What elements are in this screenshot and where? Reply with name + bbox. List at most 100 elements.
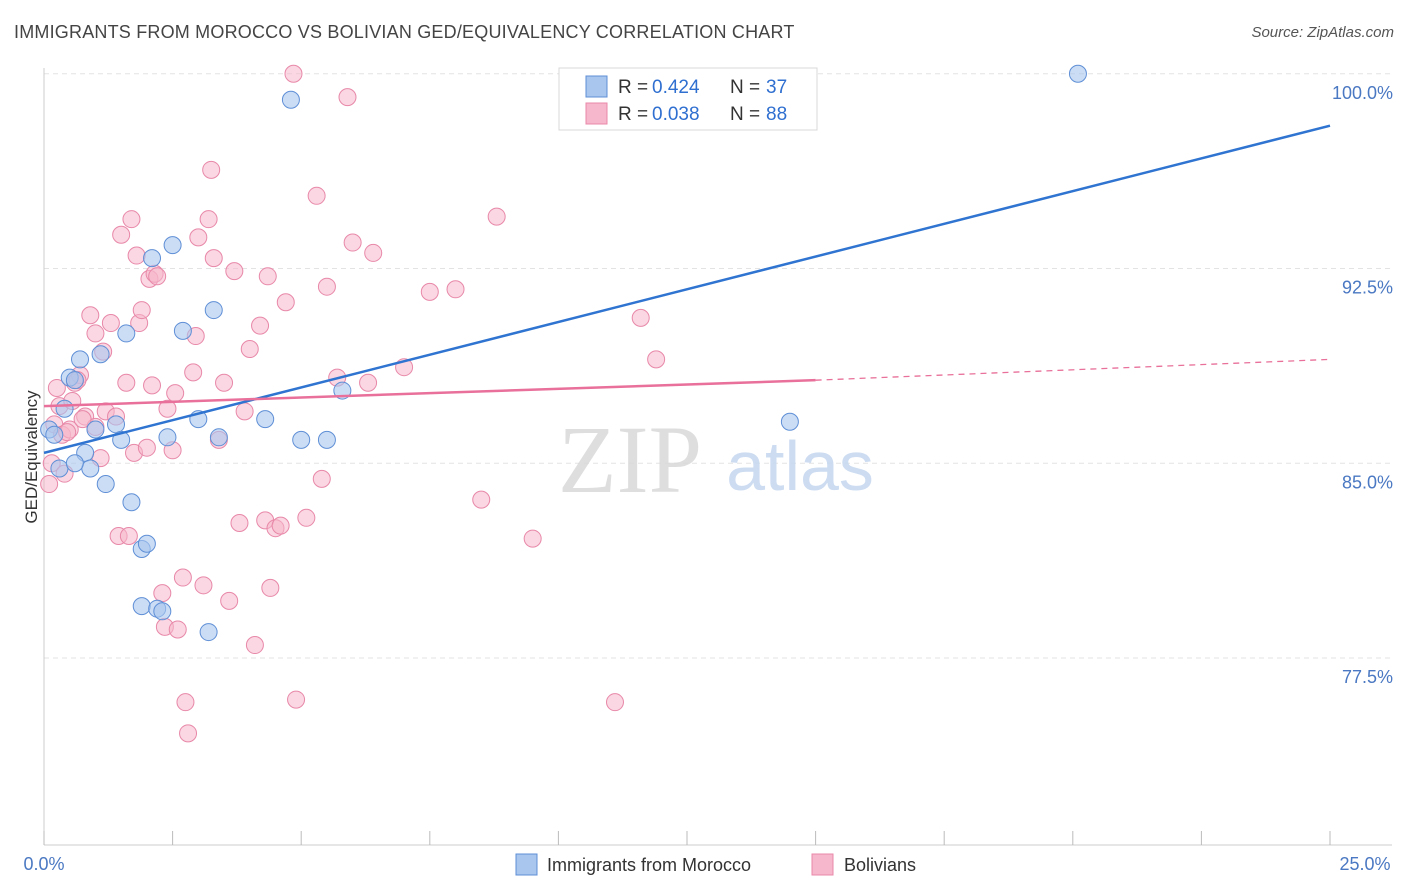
bottom-legend-swatch-morocco [515, 853, 538, 876]
y-axis-tick-labels: 77.5% 85.0% 92.5% 100.0% [1332, 83, 1393, 687]
point-bolivians [86, 324, 105, 343]
point-morocco [281, 90, 300, 109]
point-bolivians [166, 384, 185, 403]
point-bolivians [307, 186, 326, 205]
chart-title: IMMIGRANTS FROM MOROCCO VS BOLIVIAN GED/… [14, 22, 795, 42]
point-bolivians [225, 262, 244, 281]
point-morocco [780, 412, 799, 431]
point-morocco [112, 430, 131, 449]
point-morocco [45, 425, 64, 444]
trend-line-morocco [43, 124, 1331, 455]
point-bolivians [73, 410, 92, 429]
point-bolivians [420, 282, 439, 301]
point-morocco [86, 420, 105, 439]
point-bolivians [215, 373, 234, 392]
trend-line-bolivians-extrapolated [815, 358, 1331, 381]
legend-r-label-morocco: R = [618, 77, 648, 98]
legend-n-value-morocco: 37 [766, 77, 787, 98]
legend-swatch-bolivians [585, 102, 608, 125]
point-morocco [91, 345, 110, 364]
point-bolivians [202, 160, 221, 179]
x-tick-label-min: 0.0% [23, 854, 64, 874]
point-bolivians [343, 233, 362, 252]
point-bolivians [287, 690, 306, 709]
point-bolivians [204, 249, 223, 268]
point-bolivians [631, 308, 650, 327]
point-bolivians [122, 210, 141, 229]
point-bolivians [240, 340, 259, 359]
legend-r-value-morocco: 0.424 [652, 77, 700, 98]
point-bolivians [127, 246, 146, 265]
y-tick-label: 85.0% [1342, 472, 1393, 492]
point-morocco [65, 371, 84, 390]
point-bolivians [261, 578, 280, 597]
watermark-zip: ZIP [558, 406, 702, 513]
legend-n-value-bolivians: 88 [766, 104, 787, 125]
bottom-legend-label-bolivians: Bolivians [844, 855, 916, 875]
y-axis-label: GED/Equivalency [22, 390, 41, 524]
bottom-legend: Immigrants from Morocco Bolivians [515, 853, 916, 876]
trend-line-bolivians [43, 378, 816, 408]
point-morocco [199, 623, 218, 642]
bottom-legend-label-morocco: Immigrants from Morocco [547, 855, 751, 875]
point-bolivians [158, 399, 177, 418]
point-bolivians [101, 314, 120, 333]
point-morocco [173, 321, 192, 340]
point-bolivians [271, 516, 290, 535]
x-axis-ticks [43, 831, 1331, 845]
point-bolivians [112, 225, 131, 244]
point-bolivians [245, 636, 264, 655]
y-tick-label: 92.5% [1342, 278, 1393, 298]
point-morocco [143, 249, 162, 268]
bottom-legend-swatch-bolivians [811, 853, 834, 876]
point-bolivians [81, 306, 100, 325]
point-morocco [137, 534, 156, 553]
point-bolivians [148, 267, 167, 286]
point-bolivians [297, 508, 316, 527]
point-morocco [50, 459, 69, 478]
point-morocco [1068, 64, 1087, 83]
point-morocco [317, 430, 336, 449]
legend-swatch-morocco [585, 75, 608, 98]
point-bolivians [276, 293, 295, 312]
point-morocco [132, 597, 151, 616]
point-morocco [81, 459, 100, 478]
point-morocco [96, 475, 115, 494]
legend-box: R = 0.424 N = 37 R = 0.038 N = 88 [558, 67, 818, 131]
point-bolivians [184, 363, 203, 382]
point-bolivians [40, 475, 59, 494]
point-morocco [107, 415, 126, 434]
point-bolivians [258, 267, 277, 286]
point-bolivians [176, 693, 195, 712]
point-morocco [292, 430, 311, 449]
point-bolivians [312, 469, 331, 488]
point-bolivians [235, 402, 254, 421]
point-bolivians [119, 526, 138, 545]
point-bolivians [153, 584, 172, 603]
point-morocco [204, 301, 223, 320]
point-bolivians [117, 373, 136, 392]
y-tick-label: 100.0% [1332, 83, 1393, 103]
point-bolivians [168, 620, 187, 639]
chart-source: Source: ZipAtlas.com [1251, 24, 1394, 41]
legend-n-label-morocco: N = [730, 77, 760, 98]
y-tick-label: 77.5% [1342, 667, 1393, 687]
point-morocco [153, 602, 172, 621]
trend-lines [43, 124, 1331, 455]
point-morocco [71, 350, 90, 369]
point-bolivians [220, 591, 239, 610]
point-bolivians [173, 568, 192, 587]
x-tick-label-max: 25.0% [1339, 854, 1390, 874]
point-bolivians [364, 243, 383, 262]
point-bolivians [143, 376, 162, 395]
point-bolivians [194, 576, 213, 595]
point-bolivians [284, 64, 303, 83]
point-bolivians [47, 378, 66, 397]
point-bolivians [251, 316, 270, 335]
point-bolivians [317, 277, 336, 296]
point-morocco [65, 454, 84, 473]
point-bolivians [359, 373, 378, 392]
point-morocco [117, 324, 136, 343]
point-bolivians [137, 438, 156, 457]
